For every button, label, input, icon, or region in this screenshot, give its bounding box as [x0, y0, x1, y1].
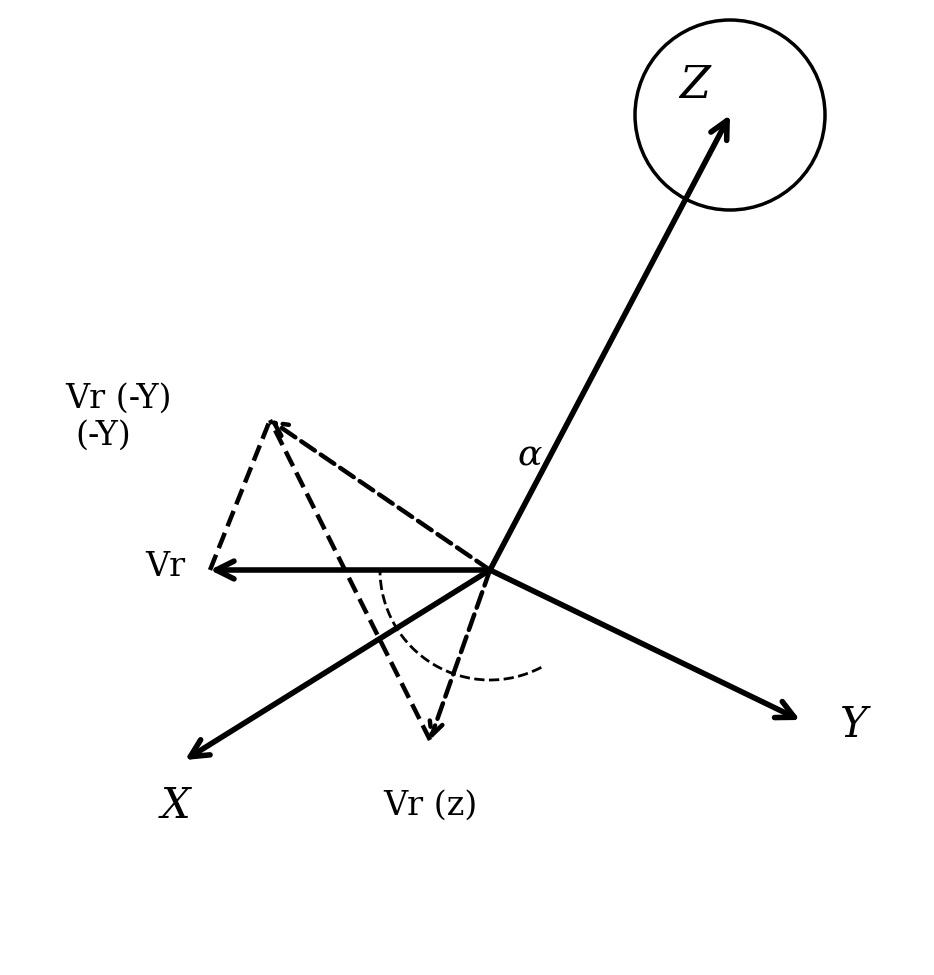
Text: Vr: Vr — [145, 551, 185, 583]
Text: α: α — [517, 438, 543, 472]
Text: Y: Y — [840, 704, 868, 746]
Text: X: X — [161, 785, 190, 827]
Text: Z: Z — [680, 63, 711, 106]
Text: (-Y): (-Y) — [75, 420, 131, 452]
Text: Vr (-Y): Vr (-Y) — [65, 383, 172, 415]
Text: Vr (z): Vr (z) — [383, 790, 477, 822]
